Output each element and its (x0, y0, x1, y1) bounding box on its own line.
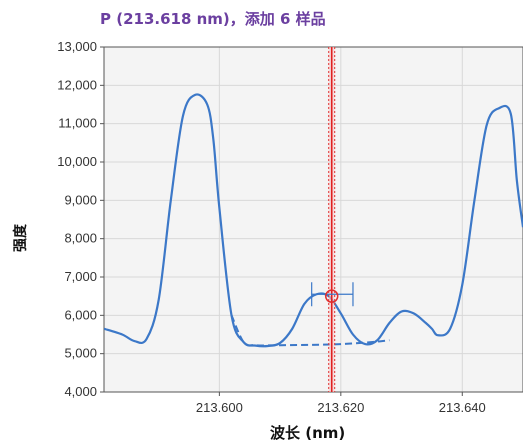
y-tick-label: 7,000 (64, 269, 97, 284)
chart-title: P (213.618 nm)，添加 6 样品 (100, 10, 326, 28)
background-series-line (230, 314, 390, 347)
y-tick-label: 6,000 (64, 307, 97, 322)
y-tick-label: 10,000 (57, 154, 97, 169)
y-tick-label: 11,000 (58, 116, 97, 131)
peak-marker-circle (324, 289, 339, 303)
plot-background (104, 47, 523, 392)
y-tick-label: 9,000 (64, 192, 97, 207)
y-tick-label: 12,000 (57, 77, 97, 92)
y-tick-label: 5,000 (64, 346, 97, 361)
y-tick-label: 4,000 (64, 384, 97, 399)
x-tick-label: 213.640 (439, 400, 486, 415)
y-tick-label: 8,000 (64, 231, 97, 246)
x-tick-label: 213.600 (196, 400, 243, 415)
y-tick-label: 13,000 (57, 39, 97, 54)
plot-border (103, 46, 523, 393)
x-axis-label: 波长 (nm) (270, 424, 346, 442)
x-tick-label: 213.620 (317, 400, 364, 415)
